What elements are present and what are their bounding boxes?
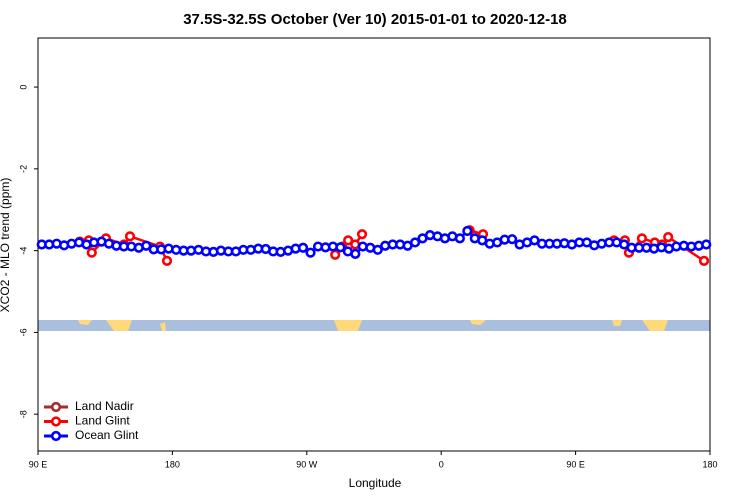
point: [701, 239, 712, 250]
point: [356, 229, 368, 240]
x-tick-label: 90 E: [566, 459, 585, 469]
point: [343, 235, 354, 246]
y-axis-label: XCO2 - MLO trend (ppm): [0, 178, 12, 313]
x-tick-label: 90 W: [296, 459, 318, 469]
legend-marker: [50, 416, 62, 427]
y-tick-label: -4: [18, 247, 28, 255]
point: [297, 242, 309, 253]
point: [350, 248, 361, 260]
point: [663, 232, 674, 243]
point: [409, 237, 421, 248]
point: [124, 231, 136, 242]
y-tick-label: -6: [18, 328, 28, 336]
point: [335, 242, 346, 253]
y-tick-label: -8: [18, 410, 28, 418]
x-tick-label: 0: [439, 459, 444, 469]
x-tick-label: 180: [702, 459, 717, 469]
chart-title: 37.5S-32.5S October (Ver 10) 2015-01-01 …: [183, 11, 567, 28]
point: [507, 234, 518, 245]
point: [698, 255, 710, 266]
point: [86, 247, 97, 258]
point: [305, 247, 316, 258]
point: [462, 225, 473, 237]
point: [330, 249, 341, 260]
point: [372, 244, 383, 255]
point: [161, 255, 173, 266]
y-tick-label: -2: [18, 165, 28, 173]
x-axis-label: Longitude: [349, 476, 402, 490]
legend-label: Land Nadir: [75, 399, 134, 413]
legend-marker: [50, 430, 62, 442]
point: [636, 233, 648, 244]
legend-marker: [50, 401, 62, 413]
x-tick-label: 90 E: [29, 459, 48, 469]
y-tick-label: 0: [18, 85, 28, 90]
map-strip: [38, 320, 710, 331]
legend-label: Land Glint: [75, 414, 130, 428]
point: [454, 233, 465, 244]
point: [141, 240, 152, 251]
x-tick-label: 180: [165, 459, 180, 469]
legend-label: Ocean Glint: [75, 428, 139, 442]
